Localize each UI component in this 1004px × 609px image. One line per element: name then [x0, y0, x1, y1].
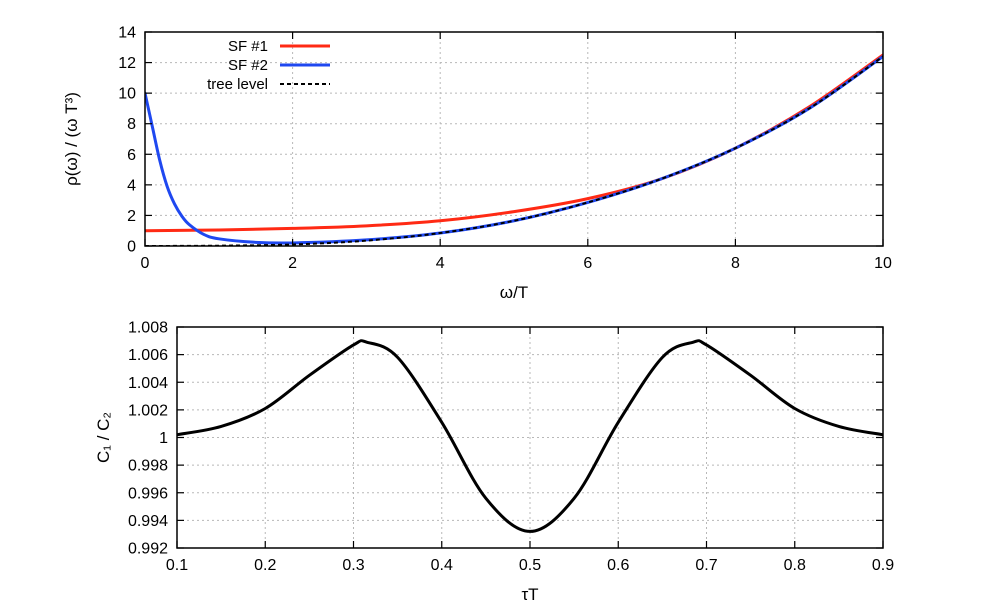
x-tick-label: 0.5 [519, 557, 541, 574]
y-tick-label: 2 [127, 208, 136, 225]
series-group [177, 339, 883, 533]
x-tick-label: 10 [874, 255, 892, 272]
x-tick-label: 0.4 [431, 557, 453, 574]
y-tick-label: 6 [127, 147, 136, 164]
legend: SF #1 SF #2 tree level [207, 38, 330, 93]
x-tick-label: 0.1 [166, 557, 188, 574]
y-tick-label: 1 [159, 430, 168, 447]
series-group [145, 53, 883, 246]
x-axis-label: τT [521, 585, 538, 604]
y-tick-label: 0.996 [128, 485, 168, 502]
series-line-tree-level [145, 55, 883, 246]
grid [177, 327, 883, 548]
legend-label: SF #2 [228, 57, 268, 74]
x-tick-label: 0.7 [695, 557, 717, 574]
y-tick-label: 0.992 [128, 541, 168, 558]
x-tick-label: 6 [583, 255, 592, 272]
x-tick-label: 0.6 [607, 557, 629, 574]
y-tick-label: 0.998 [128, 458, 168, 475]
series-line-sf-2 [145, 54, 883, 245]
x-tick-label: 0.2 [254, 557, 276, 574]
y-tick-label: 14 [118, 25, 136, 42]
x-tick-label: 0 [141, 255, 150, 272]
x-tick-label: 0.9 [872, 557, 894, 574]
y-tick-label: 0.994 [128, 513, 168, 530]
y-axis-label: ρ(ω) / (ω T³) [62, 92, 81, 186]
x-axis-label: ω/T [500, 283, 528, 302]
x-tick-label: 0.8 [784, 557, 806, 574]
x-tick-label: 8 [731, 255, 740, 272]
y-tick-label: 12 [118, 55, 136, 72]
x-tick-label: 4 [436, 255, 445, 272]
x-tick-label: 2 [288, 255, 297, 272]
y-tick-label: 1.004 [128, 375, 168, 392]
ticks: 0.1 0.2 0.3 0.4 0.5 0.6 0.7 0.8 0.9 0.992 0.994 0.9… [128, 320, 894, 575]
y-tick-label: 10 [118, 86, 136, 103]
y-tick-label: 8 [127, 116, 136, 133]
y-tick-label: 1.008 [128, 320, 168, 337]
y-tick-label: 1.006 [128, 347, 168, 364]
y-tick-label: 0 [127, 239, 136, 256]
correlator-ratio-plot: 0.1 0.2 0.3 0.4 0.5 0.6 0.7 0.8 0.9 0.992 0.994 0.9… [94, 320, 894, 605]
series-line-0 [177, 339, 883, 533]
x-tick-label: 0.3 [342, 557, 364, 574]
ticks: 0 2 4 6 8 10 0 2 4 6 8 10 12 14 [118, 25, 892, 273]
y-tick-label: 4 [127, 177, 136, 194]
legend-label: SF #1 [228, 38, 268, 55]
plot-frame [144, 31, 884, 247]
legend-label: tree level [207, 76, 268, 93]
y-tick-label: 1.002 [128, 402, 168, 419]
grid [145, 32, 883, 246]
y-axis-label: C₁ / C₂ [94, 412, 113, 463]
